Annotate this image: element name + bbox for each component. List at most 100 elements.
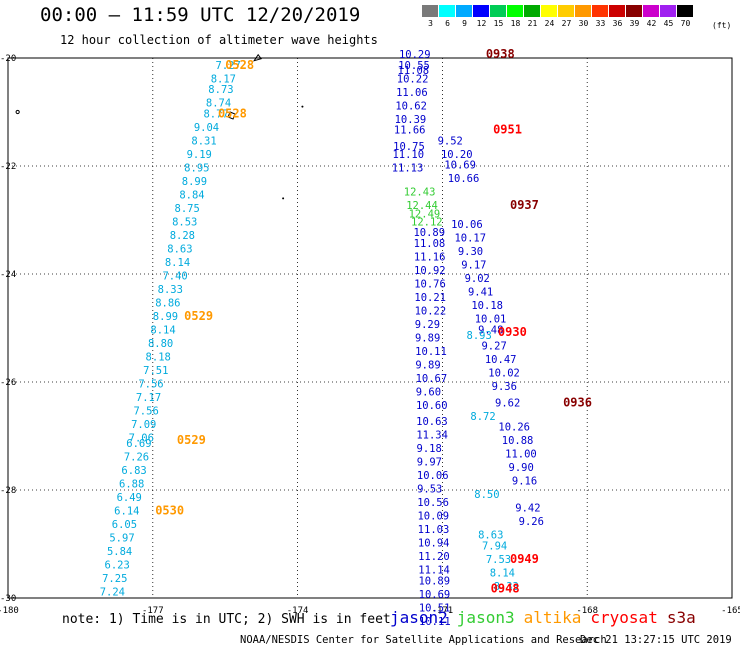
legend-swatch bbox=[660, 5, 677, 17]
lon-tick-label: -177 bbox=[142, 606, 164, 616]
wave-height-value: 11.34 bbox=[416, 430, 448, 442]
wave-height-value: 8.63 bbox=[478, 530, 503, 542]
wave-height-value: 10.51 bbox=[419, 603, 451, 615]
satellite-legend-s3a: s3a bbox=[666, 608, 696, 627]
wave-height-value: 9.90 bbox=[509, 462, 534, 474]
legend-label: 42 bbox=[646, 19, 657, 28]
wave-height-value: 9.02 bbox=[465, 273, 490, 285]
wave-height-value: 9.89 bbox=[415, 333, 440, 345]
pass-time-label: 0529 bbox=[177, 433, 206, 447]
wave-height-value: 9.04 bbox=[194, 122, 219, 134]
wave-height-value: 6.83 bbox=[121, 465, 146, 477]
lat-tick-label: -26 bbox=[0, 378, 16, 388]
wave-height-value: 10.02 bbox=[488, 368, 520, 380]
wave-height-value: 8.28 bbox=[170, 230, 195, 242]
lon-tick-label: -174 bbox=[287, 606, 309, 616]
legend-label: 12 bbox=[476, 19, 487, 28]
wave-height-value: 7.40 bbox=[162, 270, 187, 282]
wave-height-value: 10.01 bbox=[475, 314, 507, 326]
wave-height-value: 10.20 bbox=[441, 149, 473, 161]
pass-time-label: 0936 bbox=[563, 395, 592, 409]
wave-height-value: 9.26 bbox=[519, 516, 544, 528]
color-scale-legend: 3 6 9 12 15 18 21 24 27 30 33 36 39 42 45 70 bbox=[422, 5, 694, 28]
wave-height-value: 5.84 bbox=[107, 546, 132, 558]
wave-height-value: 7.25 bbox=[102, 573, 127, 585]
legend-label: 70 bbox=[680, 19, 691, 28]
wave-height-value: 8.86 bbox=[155, 297, 180, 309]
wave-height-value: 10.22 bbox=[415, 306, 447, 318]
legend-swatch bbox=[575, 5, 592, 17]
wave-height-value: 10.22 bbox=[397, 73, 429, 85]
wave-height-value: 8.95 bbox=[184, 162, 209, 174]
wave-height-value: 10.75 bbox=[393, 141, 425, 153]
wave-height-value: 10.60 bbox=[416, 400, 448, 412]
wave-height-value: 7.56 bbox=[138, 378, 163, 390]
wave-height-value: 8.17 bbox=[211, 73, 236, 85]
wave-height-value: 7.17 bbox=[136, 392, 161, 404]
wave-height-value: 9.36 bbox=[492, 381, 517, 393]
wave-height-value: 7.24 bbox=[100, 586, 125, 598]
wave-height-value: 10.11 bbox=[419, 616, 451, 628]
legend-label: 18 bbox=[510, 19, 521, 28]
wave-height-value: 8.14 bbox=[490, 567, 515, 579]
wave-height-value: 5.97 bbox=[109, 532, 134, 544]
wave-height-value: 10.11 bbox=[415, 346, 447, 358]
map-frame bbox=[7, 57, 733, 599]
wave-height-value: 11.10 bbox=[392, 149, 424, 161]
legend-label: 36 bbox=[612, 19, 623, 28]
pass-time-label: 0530 bbox=[155, 503, 184, 517]
wave-height-value: 9.41 bbox=[468, 287, 493, 299]
legend-label: 33 bbox=[595, 19, 606, 28]
wave-height-value: 10.67 bbox=[416, 373, 448, 385]
wave-height-value: 6.69 bbox=[126, 438, 151, 450]
wave-height-value: 6.14 bbox=[114, 505, 139, 517]
wave-height-value: 11.08 bbox=[398, 65, 430, 77]
wave-height-value: 9.29 bbox=[415, 319, 440, 331]
island bbox=[15, 109, 20, 115]
generated-timestamp: Dec 21 13:27:15 UTC 2019 bbox=[580, 634, 732, 646]
legend-swatch bbox=[473, 5, 490, 17]
wave-height-value: 11.20 bbox=[418, 551, 450, 563]
wave-height-value: 8.63 bbox=[167, 243, 192, 255]
satellite-legend-cryosat: cryosat bbox=[590, 608, 658, 627]
wave-height-value: 10.63 bbox=[416, 416, 448, 428]
legend-label: 21 bbox=[527, 19, 538, 28]
wave-height-value: 8.14 bbox=[150, 324, 175, 336]
pass-time-label: 0930 bbox=[498, 325, 527, 339]
legend-swatch bbox=[558, 5, 575, 17]
lon-tick-label: -180 bbox=[0, 606, 19, 616]
wave-height-value: 10.69 bbox=[444, 160, 476, 172]
wave-height-value: 10.17 bbox=[454, 233, 486, 245]
pass-time-label: 0528 bbox=[218, 106, 247, 120]
pass-time-label: 0937 bbox=[510, 198, 539, 212]
wave-height-value: 10.29 bbox=[399, 49, 431, 61]
wave-height-value: 6.23 bbox=[105, 559, 130, 571]
wave-height-value: 7.06 bbox=[129, 432, 154, 444]
legend-swatch bbox=[592, 5, 609, 17]
satellite-legend-jason2: jason2 bbox=[390, 608, 448, 627]
wave-height-value: 8.73 bbox=[208, 84, 233, 96]
wave-height-value: 8.75 bbox=[175, 203, 200, 215]
map-subtitle: 12 hour collection of altimeter wave hei… bbox=[60, 33, 378, 47]
wave-height-value: 8.77 bbox=[203, 108, 228, 120]
legend-unit: (ft) bbox=[712, 21, 732, 30]
island-tongatapu bbox=[227, 111, 236, 120]
wave-height-value: 11.03 bbox=[418, 524, 450, 536]
wave-height-value: 12.44 bbox=[406, 200, 438, 212]
wave-height-value: 9.18 bbox=[417, 443, 442, 455]
legend-label: 9 bbox=[462, 19, 467, 28]
wave-height-value: 10.94 bbox=[418, 538, 450, 550]
wave-height-value: 10.56 bbox=[417, 497, 449, 509]
island bbox=[282, 197, 285, 200]
wave-height-value: 9.19 bbox=[187, 149, 212, 161]
legend-swatches bbox=[422, 5, 694, 17]
wave-height-value: 8.84 bbox=[179, 189, 204, 201]
wave-height-value: 8.33 bbox=[494, 581, 519, 593]
map-title: 00:00 – 11:59 UTC 12/20/2019 bbox=[40, 4, 361, 26]
wave-height-value: 7.56 bbox=[133, 405, 158, 417]
wave-height-value: 9.16 bbox=[512, 476, 537, 488]
lon-tick-label: -165 bbox=[721, 606, 740, 616]
legend-swatch bbox=[422, 5, 439, 17]
wave-height-value: 8.80 bbox=[148, 338, 173, 350]
